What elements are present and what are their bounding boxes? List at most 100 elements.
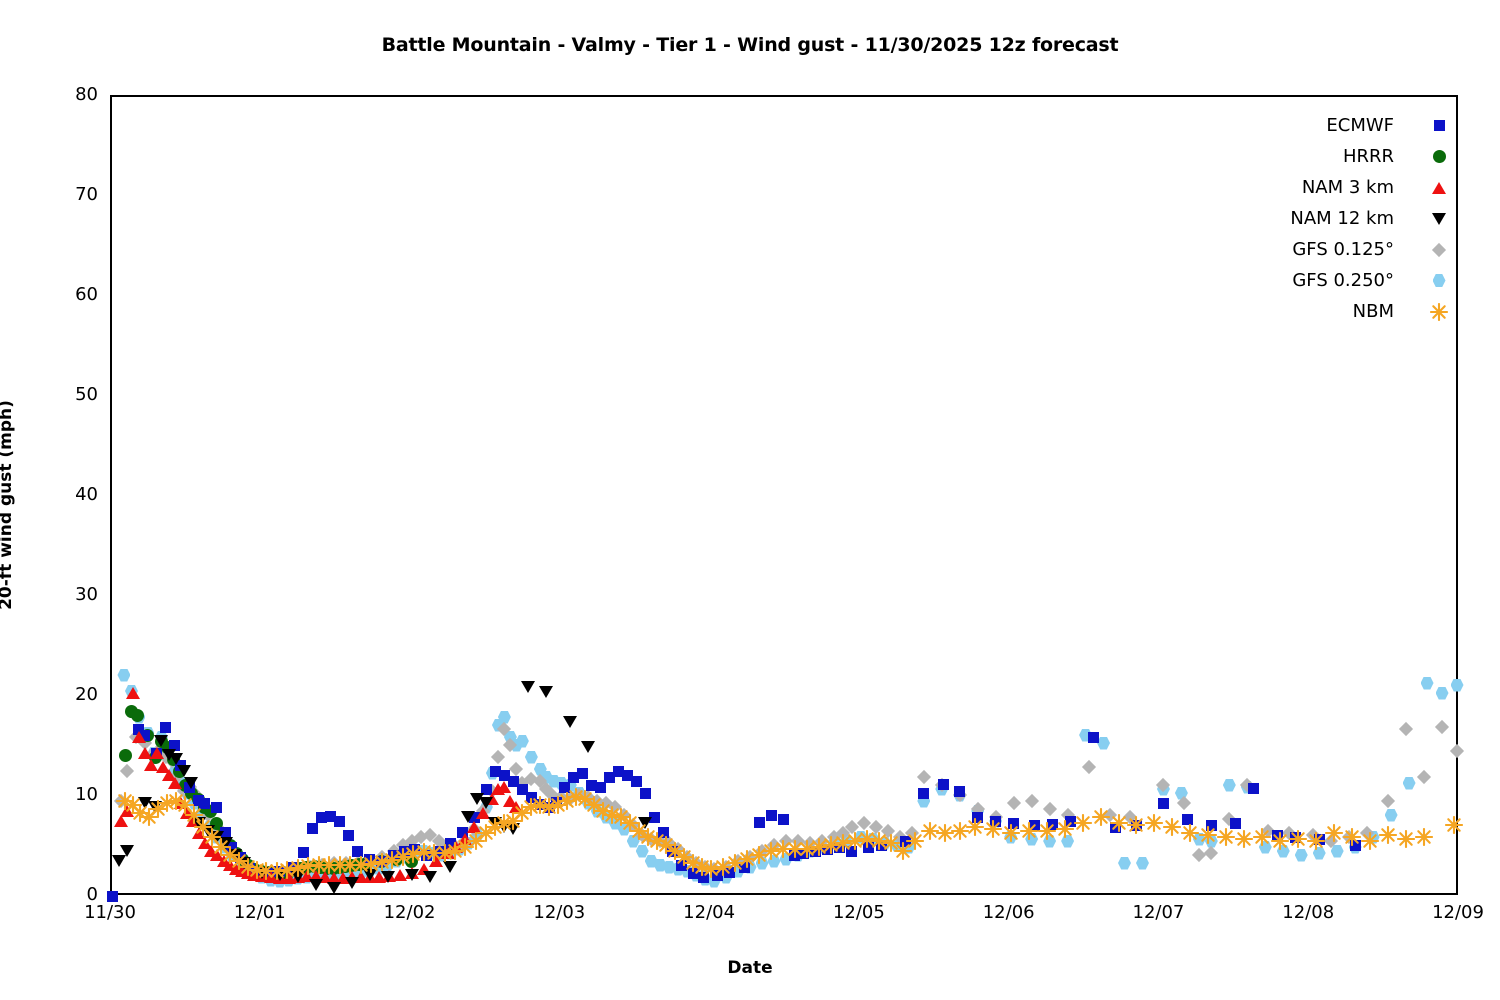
- data-point: [199, 797, 211, 809]
- legend-item-nam-12-km[interactable]: NAM 12 km: [1150, 203, 1450, 234]
- data-point: [1192, 847, 1207, 863]
- legend-item-nbm[interactable]: NBM: [1150, 296, 1450, 327]
- square-marker-icon: [1428, 115, 1450, 137]
- legend-item-label: NBM: [1352, 301, 1394, 322]
- data-point: [1157, 797, 1169, 809]
- data-point: [169, 739, 181, 751]
- y-tick-label: 40: [75, 484, 98, 505]
- data-point: [154, 735, 169, 747]
- legend-item-hrrr[interactable]: HRRR: [1150, 141, 1450, 172]
- data-point: [149, 747, 164, 759]
- data-point: [845, 832, 864, 850]
- data-point: [1047, 818, 1059, 830]
- data-point: [176, 765, 191, 777]
- data-point: [954, 785, 966, 797]
- data-point: [398, 845, 410, 857]
- data-point: [497, 710, 511, 724]
- data-point: [1379, 826, 1398, 844]
- data-point: [477, 824, 496, 842]
- data-point: [1434, 719, 1450, 735]
- data-point: [221, 846, 240, 864]
- data-point: [364, 853, 376, 865]
- legend-item-ecmwf[interactable]: ECMWF: [1150, 110, 1450, 141]
- data-point: [1181, 813, 1193, 825]
- legend-item-label: GFS 0.125°: [1292, 239, 1394, 260]
- data-point: [125, 687, 140, 699]
- data-point: [1330, 844, 1344, 858]
- data-point: [539, 686, 554, 698]
- data-point: [1008, 817, 1020, 829]
- data-point: [821, 836, 840, 854]
- data-point: [630, 822, 649, 840]
- data-point: [1081, 759, 1096, 775]
- legend-item-label: NAM 12 km: [1290, 208, 1394, 229]
- x-tick-label: 12/07: [1132, 902, 1185, 923]
- data-point: [343, 829, 355, 841]
- data-point: [307, 822, 319, 834]
- data-point: [1235, 830, 1254, 848]
- data-point: [1399, 721, 1414, 737]
- data-point: [563, 716, 578, 728]
- x-axis-label: Date: [727, 958, 773, 978]
- data-point: [1435, 686, 1449, 700]
- y-tick-label: 30: [75, 584, 98, 605]
- data-point: [388, 849, 400, 861]
- data-point: [443, 861, 458, 873]
- data-point: [1065, 815, 1077, 827]
- x-tick-label: 12/06: [982, 902, 1035, 923]
- data-point: [1307, 832, 1326, 850]
- data-point: [160, 721, 172, 733]
- data-point: [515, 734, 529, 748]
- data-point: [211, 801, 223, 813]
- data-point: [1024, 793, 1039, 809]
- x-tick-label: 12/03: [533, 902, 586, 923]
- legend-item-label: HRRR: [1342, 146, 1394, 167]
- data-point: [308, 879, 323, 891]
- data-point: [1019, 822, 1038, 840]
- legend-item-label: NAM 3 km: [1301, 177, 1394, 198]
- data-point: [193, 794, 205, 806]
- data-point: [149, 800, 168, 818]
- data-point: [1073, 814, 1092, 832]
- data-point: [456, 838, 475, 856]
- legend: ECMWF HRRR NAM 3 km NAM 12 km GFS 0.125° GFS …: [1150, 110, 1450, 327]
- data-point: [131, 731, 146, 743]
- legend-item-gfs-0-125[interactable]: GFS 0.125°: [1150, 234, 1450, 265]
- data-point: [334, 815, 346, 827]
- legend-item-nam-3-km[interactable]: NAM 3 km: [1150, 172, 1450, 203]
- data-point: [738, 861, 750, 873]
- data-point: [118, 748, 132, 762]
- data-point: [461, 811, 476, 823]
- data-point: [184, 777, 199, 789]
- data-point: [594, 781, 606, 793]
- data-point: [1384, 808, 1398, 822]
- data-point: [497, 781, 512, 793]
- data-point: [753, 816, 765, 828]
- data-point: [1091, 808, 1110, 826]
- data-point: [558, 781, 570, 793]
- data-point: [1181, 824, 1200, 842]
- data-point: [1222, 778, 1236, 792]
- x-tick-label: 12/04: [683, 902, 736, 923]
- data-point: [507, 775, 519, 787]
- data-point: [119, 763, 135, 779]
- data-point: [585, 796, 604, 814]
- data-point: [762, 842, 781, 860]
- data-point: [983, 820, 1002, 838]
- data-point: [612, 808, 631, 826]
- data-point: [1127, 816, 1146, 834]
- data-point: [1204, 845, 1219, 861]
- legend-item-gfs-0-250[interactable]: GFS 0.250°: [1150, 265, 1450, 296]
- data-point: [435, 844, 454, 862]
- data-point: [1055, 820, 1074, 838]
- triangle-up-marker-icon: [1428, 177, 1450, 199]
- data-point: [290, 871, 305, 883]
- data-point: [185, 806, 204, 824]
- data-point: [1420, 676, 1434, 690]
- data-point: [1416, 769, 1432, 785]
- data-point: [167, 777, 182, 789]
- data-point: [797, 840, 816, 858]
- data-point: [409, 843, 421, 855]
- data-point: [113, 815, 128, 827]
